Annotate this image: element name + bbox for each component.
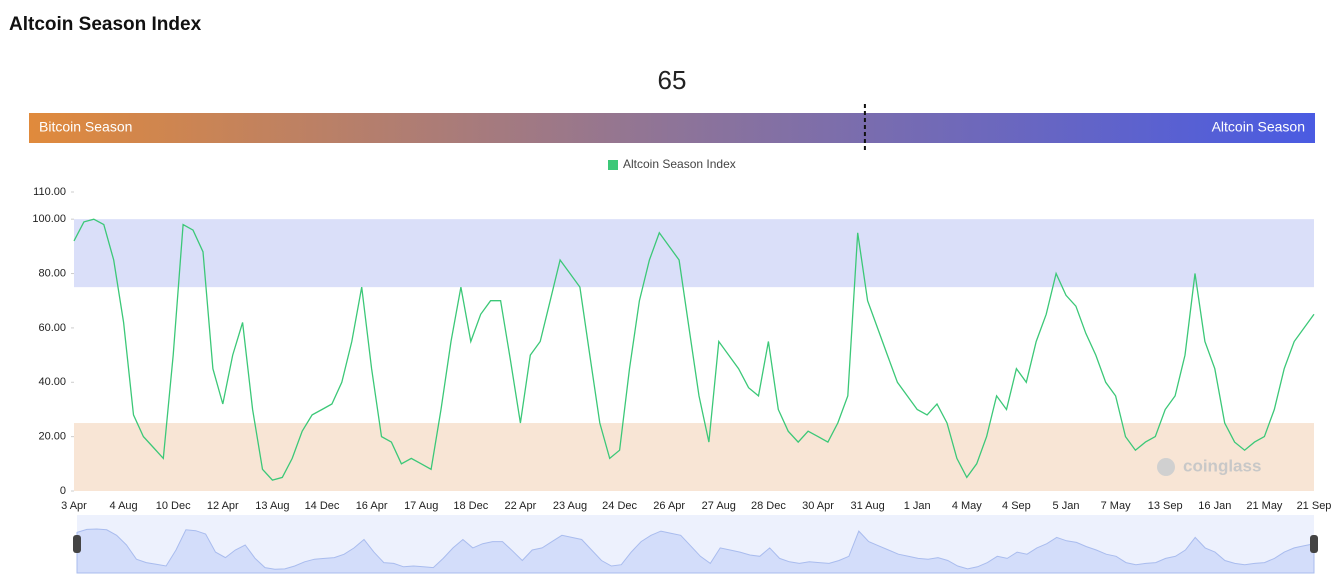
gauge-bar	[29, 113, 1315, 143]
watermark: coinglass	[1183, 456, 1261, 475]
x-tick-label: 10 Dec	[156, 500, 191, 512]
zoom-handle[interactable]	[1310, 535, 1318, 553]
x-tick-label: 24 Dec	[602, 500, 637, 512]
x-tick-label: 30 Apr	[802, 500, 834, 512]
x-tick-label: 4 Aug	[110, 500, 138, 512]
x-tick-label: 7 May	[1101, 500, 1131, 512]
x-tick-label: 31 Aug	[850, 500, 884, 512]
zoom-handle[interactable]	[73, 535, 81, 553]
y-tick-label: 80.00	[38, 267, 66, 279]
y-tick-label: 0	[60, 485, 66, 497]
x-tick-label: 4 Sep	[1002, 500, 1031, 512]
legend-swatch[interactable]	[608, 160, 618, 170]
band	[74, 423, 1314, 491]
x-tick-label: 13 Sep	[1148, 500, 1183, 512]
page-title: Altcoin Season Index	[9, 14, 202, 35]
x-tick-label: 26 Apr	[653, 500, 685, 512]
gauge-right-label: Altcoin Season	[1212, 119, 1305, 135]
y-tick-label: 40.00	[38, 376, 66, 388]
x-tick-label: 21 Sep	[1297, 500, 1332, 512]
gauge-left-label: Bitcoin Season	[39, 119, 132, 135]
x-tick-label: 16 Jan	[1198, 500, 1231, 512]
band	[74, 219, 1314, 288]
x-tick-label: 22 Apr	[504, 500, 536, 512]
y-tick-label: 110.00	[33, 186, 66, 198]
zoom-preview-area	[76, 528, 1315, 574]
x-tick-label: 5 Jan	[1053, 500, 1080, 512]
x-tick-label: 17 Aug	[404, 500, 438, 512]
x-tick-label: 3 Apr	[61, 500, 87, 512]
x-tick-label: 16 Apr	[356, 500, 388, 512]
watermark-logo	[1157, 458, 1175, 476]
x-tick-label: 12 Apr	[207, 500, 239, 512]
x-tick-label: 27 Aug	[702, 500, 736, 512]
x-tick-label: 4 May	[952, 500, 982, 512]
legend-label[interactable]: Altcoin Season Index	[623, 157, 736, 171]
x-tick-label: 18 Dec	[453, 500, 488, 512]
x-tick-label: 28 Dec	[751, 500, 786, 512]
y-tick-label: 20.00	[38, 431, 66, 443]
gauge-value: 65	[658, 65, 687, 95]
x-tick-label: 13 Aug	[255, 500, 289, 512]
y-tick-label: 60.00	[38, 322, 66, 334]
data-line	[73, 218, 1315, 481]
x-tick-label: 23 Aug	[553, 500, 587, 512]
x-tick-label: 21 May	[1246, 500, 1283, 512]
x-tick-label: 14 Dec	[305, 500, 340, 512]
x-tick-label: 1 Jan	[904, 500, 931, 512]
y-tick-label: 100.00	[32, 213, 66, 225]
